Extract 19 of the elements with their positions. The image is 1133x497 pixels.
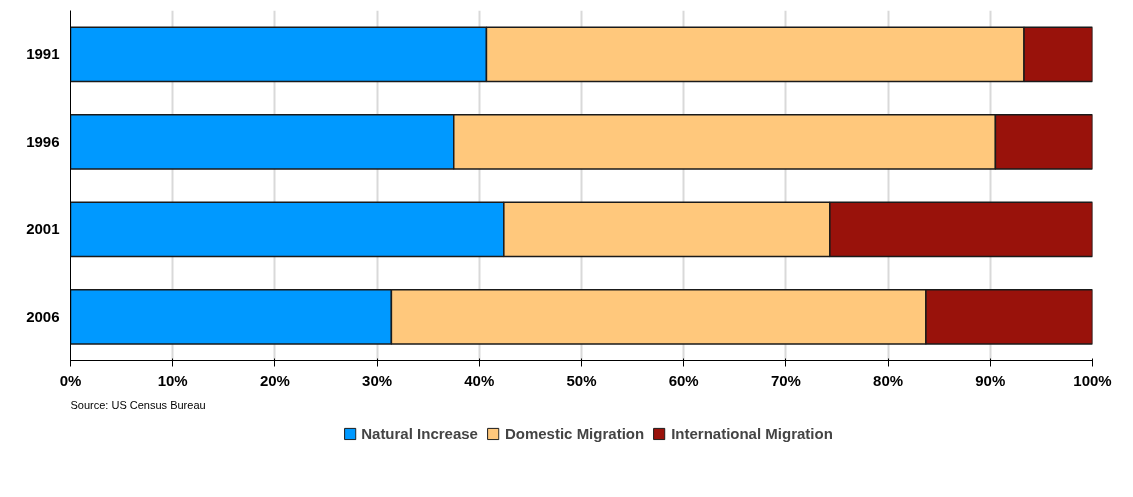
x-tick-label: 0% [59,371,82,389]
legend-label: Domestic Migration [504,424,645,442]
x-tick-label: 50% [566,371,597,389]
x-tick-label: 10% [157,371,188,389]
x-tick-label: 60% [668,371,699,389]
x-tick-label: 40% [464,371,495,389]
y-tick-label: 1991 [26,45,60,63]
legend-label: International Migration [671,424,833,442]
x-tick-label: 20% [259,371,290,389]
x-tick-label: 30% [362,371,393,389]
x-tick-label: 90% [975,371,1006,389]
x-tick-label: 70% [770,371,801,389]
y-tick-label: 1996 [26,132,60,150]
x-tick-label: 100% [1073,371,1112,389]
legend-label: Natural Increase [361,424,478,442]
y-tick-label: 2006 [26,307,60,325]
y-tick-label: 2001 [26,220,60,238]
source-note: Source: US Census Bureau [70,398,206,411]
x-tick-label: 80% [873,371,904,389]
